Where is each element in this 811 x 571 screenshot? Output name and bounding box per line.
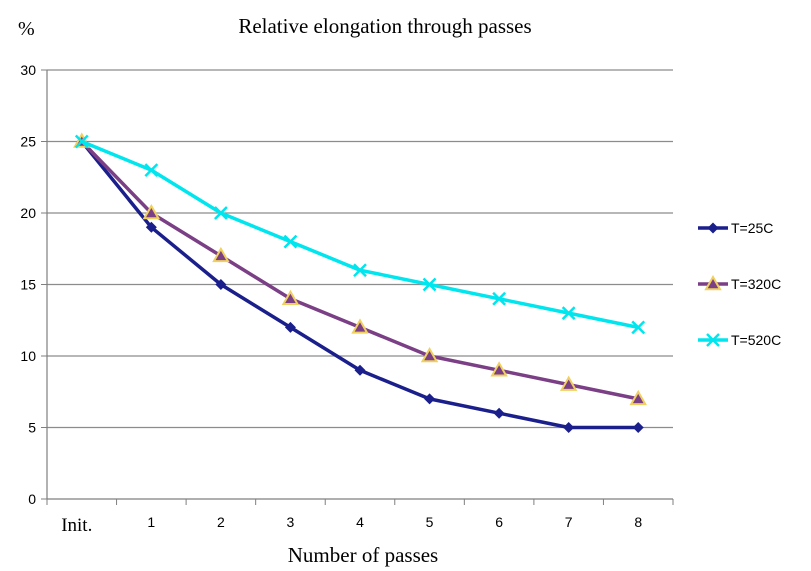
axes <box>41 69 674 505</box>
legend-item-2: T=320C <box>698 274 781 292</box>
marker-stroke <box>706 333 720 347</box>
marker-stroke <box>422 277 437 292</box>
x-tick-label: 7 <box>565 514 573 530</box>
x-tick-label: 8 <box>634 514 642 530</box>
data-point <box>422 277 437 292</box>
x-tick-label: Init. <box>61 515 92 536</box>
x-tick-label: 2 <box>217 514 225 530</box>
data-point <box>212 246 230 263</box>
y-axis-label: % <box>18 18 35 40</box>
legend-marker <box>707 222 719 234</box>
data-point <box>354 364 366 376</box>
data-point <box>145 221 157 233</box>
legend-label: T=320C <box>731 276 781 292</box>
legend-label: T=25C <box>731 220 773 236</box>
series-group <box>73 132 647 433</box>
series-2 <box>73 132 647 406</box>
data-point <box>142 203 161 220</box>
marker-stroke <box>74 134 89 149</box>
legend-item-1: T=25C <box>698 220 773 236</box>
x-axis-label: Number of passes <box>288 543 438 567</box>
chart-title: Relative elongation through passes <box>238 14 531 38</box>
data-point <box>563 422 575 433</box>
marker-stroke <box>214 206 228 220</box>
series-line <box>81 139 639 330</box>
x-tick-labels: Init. 1 2 3 4 5 6 7 8 <box>61 514 642 536</box>
y-tick-label: 15 <box>20 277 36 293</box>
data-point <box>284 321 296 333</box>
y-tick-label: 30 <box>20 62 36 78</box>
legend-marker <box>706 333 720 347</box>
series-3 <box>74 134 646 335</box>
data-point <box>420 346 439 363</box>
data-point <box>215 279 227 290</box>
data-point <box>490 361 508 377</box>
data-point <box>424 393 436 405</box>
data-point <box>144 163 159 177</box>
legend-label: T=520C <box>731 332 781 348</box>
y-tick-label: 25 <box>20 134 36 150</box>
x-tick-label: 1 <box>147 514 155 530</box>
marker-stroke <box>353 263 367 278</box>
x-tick-label: 3 <box>287 514 295 530</box>
data-point <box>561 306 576 320</box>
x-tick-label: 4 <box>356 514 364 530</box>
marker-stroke <box>561 306 576 320</box>
marker-stroke <box>283 234 298 249</box>
data-point <box>281 289 300 306</box>
data-point <box>351 318 369 334</box>
marker-stroke <box>144 163 159 177</box>
data-point <box>631 320 646 335</box>
marker-stroke <box>492 291 506 306</box>
data-point <box>74 134 89 149</box>
data-point <box>632 422 644 433</box>
series-1 <box>76 136 644 433</box>
legend: T=25C T=320C T=520C <box>698 220 781 348</box>
x-tick-label: 6 <box>495 514 503 530</box>
data-point <box>629 389 647 406</box>
data-point <box>559 375 578 391</box>
y-tick-label: 10 <box>20 348 36 364</box>
data-point <box>353 263 367 278</box>
y-tick-label: 0 <box>28 491 36 507</box>
y-tick-label: 20 <box>20 205 36 221</box>
marker-stroke <box>631 320 646 335</box>
data-point <box>492 291 506 306</box>
data-point <box>283 234 298 249</box>
y-tick-labels: 0 5 10 15 20 25 30 <box>20 62 36 507</box>
data-point <box>493 407 505 419</box>
data-point <box>214 206 228 220</box>
legend-marker <box>704 274 722 291</box>
x-tick-label: 5 <box>426 514 434 530</box>
y-tick-label: 5 <box>28 420 36 436</box>
legend-item-3: T=520C <box>698 332 781 348</box>
